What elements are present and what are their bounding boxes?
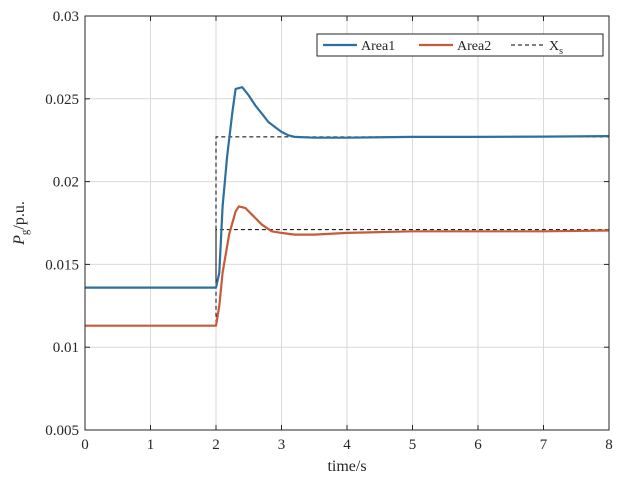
y-tick-label: 0.01 [53,340,79,356]
legend-label-area1: Area1 [361,39,395,54]
y-axis-label: Pg/p.u. [11,201,31,246]
x-tick-label: 1 [147,437,155,453]
ticks: 0 1 2 3 4 5 6 7 8 0.005 0.01 0.015 0.02 0.025 0.03 [45,9,613,453]
y-tick-label: 0.025 [45,92,79,108]
series-line-area1 [85,86,610,289]
y-tick-label: 0.02 [53,175,79,191]
x-axis-label: time/s [327,458,366,475]
x-tick-label: 5 [409,437,417,453]
x-tick-label: 2 [212,437,220,453]
y-axis-label-sub: g [19,229,31,235]
y-tick-label: 0.005 [45,423,79,439]
y-tick-label: 0.03 [53,9,79,25]
legend: Area1 Area2 Xs [316,33,604,57]
y-tick-label: 0.015 [45,257,79,273]
x-tick-label: 7 [540,437,548,453]
legend-box [316,33,604,57]
series-layer [85,86,610,327]
y-axis-label-main: P [11,235,28,246]
series-line-area2 [85,205,610,327]
x-tick-label: 0 [81,437,89,453]
y-axis-label-suffix: /p.u. [11,201,28,229]
x-tick-label: 8 [605,437,613,453]
x-tick-label: 6 [474,437,482,453]
grid [84,15,610,431]
x-tick-label: 4 [343,437,351,453]
legend-label-x: Xs [549,39,563,57]
legend-label-area2: Area2 [457,39,491,54]
x-tick-label: 3 [278,437,286,453]
